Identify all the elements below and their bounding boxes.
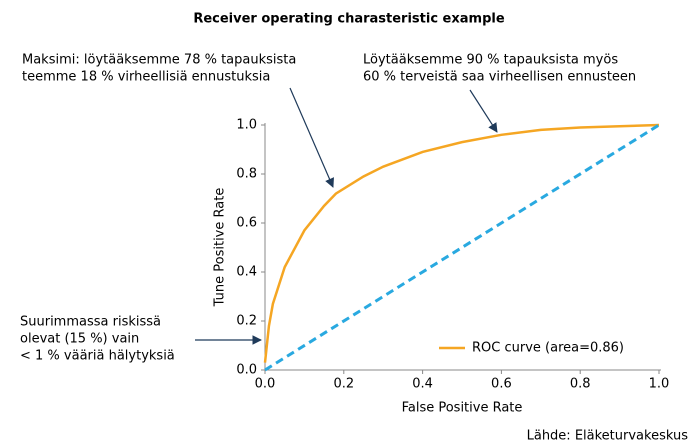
y-tick-label: 0.6 (236, 216, 257, 231)
arrows (195, 87, 498, 345)
y-axis-label: Tune Positive Rate (213, 188, 228, 308)
series-line (263, 123, 660, 363)
source: Lähde: Eläketurvakeskus (527, 429, 689, 444)
legend-label: ROC curve (area=0.86) (472, 341, 624, 356)
x-axis-label: False Positive Rate (402, 401, 523, 416)
x-tick-label: 1.0 (649, 377, 670, 392)
x-tick-label: 0.4 (412, 377, 433, 392)
annotation: teemme 18 % virheellisiä ennustuksia (22, 70, 270, 85)
chart-title: Receiver operating charasteristic exampl… (193, 12, 505, 27)
annotation: Löytääksemme 90 % tapauksista myös (363, 53, 618, 68)
series-line (264, 123, 660, 372)
x-tick-label: 0.8 (570, 377, 591, 392)
y-tick-label: 0.2 (236, 314, 257, 329)
annotation: olevat (15 %) vain (20, 332, 139, 347)
annotation: < 1 % vääriä hälytyksiä (20, 349, 175, 364)
y-tick-label: 0.8 (236, 167, 257, 182)
annotation: Suurimmassa riskissä (20, 315, 161, 330)
arrow (469, 89, 498, 133)
x-tick-label: 0.2 (333, 377, 354, 392)
annotation: 60 % terveistä saa virheellisen ennustee… (363, 70, 636, 85)
arrow (289, 87, 334, 188)
annotation: Maksimi: löytääksemme 78 % tapauksista (22, 53, 296, 68)
x-tick-label: 0.6 (491, 377, 512, 392)
x-tick-label: 0.0 (255, 377, 276, 392)
y-tick-label: 1.0 (236, 118, 257, 133)
y-tick-label: 0.0 (236, 363, 257, 378)
y-tick-label: 0.4 (236, 265, 257, 280)
